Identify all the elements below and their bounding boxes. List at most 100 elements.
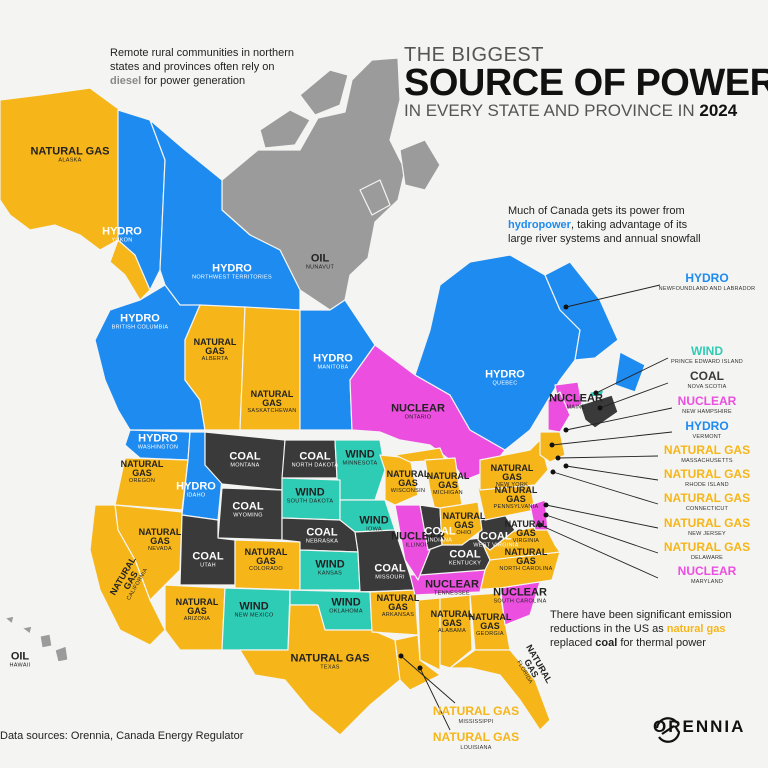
callout-source: NATURAL GAS (663, 540, 751, 554)
title-subtitle: IN EVERY STATE AND PROVINCE IN 2024 (404, 101, 737, 121)
label-name: SOUTH CAROLINA (493, 598, 547, 605)
label-west_virginia: COAL WEST VIRGINIA (473, 531, 518, 549)
label-oregon: NATURAL GAS OREGON (120, 458, 164, 485)
label-source: NATURAL GAS (175, 596, 219, 616)
note-diesel-line2: states and provinces often rely on (110, 61, 275, 73)
label-source: NATURAL GAS (490, 462, 534, 482)
label-idaho: HYDRO IDAHO (176, 481, 216, 499)
callout-name: NEW HAMPSHIRE (682, 409, 732, 415)
callout-name: NEWFOUNDLAND AND LABRADOR (658, 286, 756, 292)
label-source: NATURAL GAS (120, 458, 164, 478)
label-name: MICHIGAN (433, 489, 463, 496)
note-emis-text2: reductions in the US as (550, 623, 667, 635)
orennia-logo-icon (655, 717, 681, 743)
label-source: NATURAL GAS (30, 145, 110, 158)
label-name: SASKATCHEWAN (247, 407, 297, 414)
label-name: NORTH DAKOTA (291, 462, 339, 469)
callout-newfoundland-and-labrador: HYDRO NEWFOUNDLAND AND LABRADOR (659, 271, 756, 292)
label-source: COAL (449, 548, 481, 561)
callout-new-hampshire: NUCLEAR NEW HAMPSHIRE (678, 394, 737, 415)
region-nj-md (529, 499, 549, 531)
label-name: SOUTH DAKOTA (286, 498, 334, 505)
page-title: SOURCE OF POWER (404, 62, 768, 104)
region-ohio (439, 501, 483, 546)
region-ns (579, 394, 619, 429)
label-source: HYDRO (120, 312, 160, 325)
label-wisconsin: NATURAL GAS WISCONSIN (386, 468, 430, 495)
label-source: COAL (480, 530, 512, 543)
data-sources: Data sources: Orennia, Canada Energy Reg… (0, 730, 244, 742)
callout-source: HYDRO (685, 419, 729, 433)
label-name: MANITOBA (317, 364, 349, 371)
callout-maryland: NUCLEAR MARYLAND (678, 564, 737, 585)
arctic-island-4 (359, 179, 391, 216)
label-source: HYDRO (102, 225, 142, 238)
callout-name: MASSACHUSETTS (681, 458, 733, 464)
note-hydro-line2: hydropower, taking advantage of its (508, 218, 701, 232)
label-bc: HYDRO BRITISH COLUMBIA (112, 313, 169, 331)
label-name: OKLAHOMA (329, 608, 363, 615)
callout-name: RHODE ISLAND (685, 482, 729, 488)
region-alaska (0, 87, 121, 251)
callout-source: NATURAL GAS (663, 467, 751, 481)
label-name: NEBRASKA (305, 538, 339, 545)
label-name: MAINE (566, 404, 586, 411)
callout-name: MISSISSIPPI (458, 719, 494, 725)
label-name: ALBERTA (201, 355, 229, 362)
label-oklahoma: WIND OKLAHOMA (329, 597, 363, 615)
label-kentucky: COAL KENTUCKY (449, 549, 481, 567)
label-source: NATURAL GAS (138, 526, 182, 546)
label-name: NUNAVUT (305, 264, 335, 271)
callout-name: MARYLAND (690, 579, 724, 585)
label-yukon: HYDRO YUKON (102, 226, 142, 244)
region-alabama (439, 594, 473, 669)
region-louisiana (394, 634, 441, 691)
label-name: GEORGIA (476, 630, 504, 637)
label-name: WYOMING (233, 512, 263, 519)
label-source: COAL (424, 525, 456, 538)
label-name: OHIO (456, 529, 472, 536)
label-wyoming: COAL WYOMING (232, 501, 263, 519)
label-georgia: NATURAL GAS GEORGIA (468, 612, 512, 638)
label-pennsylvania: NATURAL GAS PENNSYLVANIA (494, 485, 539, 511)
orennia-logo-text: ORENNIA (653, 717, 746, 736)
note-emis-text4: for thermal power (617, 637, 706, 649)
callout-prince-edward-island: WIND PRINCE EDWARD ISLAND (671, 344, 743, 365)
label-minnesota: WIND MINNESOTA (343, 449, 378, 467)
label-nwt: HYDRO NORTHWEST TERRITORIES (192, 263, 272, 281)
label-name: HAWAII (9, 662, 31, 669)
label-sask: NATURAL GAS SASKATCHEWAN (247, 389, 297, 415)
region-arizona (164, 584, 226, 651)
label-source: NUCLEAR (391, 530, 445, 543)
callout-name: NEW JERSEY (688, 531, 726, 537)
label-name: WEST VIRGINIA (473, 542, 519, 549)
label-name: YUKON (111, 237, 133, 244)
label-source: NATURAL GAS (386, 468, 430, 488)
callout-lines (400, 284, 673, 731)
callout-new-jersey: NATURAL GAS NEW JERSEY (664, 516, 750, 537)
label-name: ARIZONA (183, 615, 211, 622)
callout-source: WIND (690, 344, 723, 358)
note-hydro-line1: Much of Canada gets its power from (508, 205, 685, 217)
callout-name: CONNECTICUT (685, 506, 729, 512)
label-name: QUEBEC (492, 380, 518, 387)
label-source: HYDRO (176, 480, 216, 493)
label-name: IDAHO (186, 492, 206, 499)
subtitle-year: 2024 (699, 101, 738, 120)
callout-source: COAL (689, 369, 724, 383)
arctic-island-1 (299, 69, 349, 116)
label-north_dakota: COAL NORTH DAKOTA (292, 451, 339, 469)
subtitle-text: IN EVERY STATE AND PROVINCE IN (404, 101, 695, 120)
label-colorado: NATURAL GAS COLORADO (244, 547, 288, 573)
label-texas: NATURAL GAS TEXAS (290, 653, 369, 671)
arctic-island-2 (259, 109, 311, 149)
label-source: NATURAL GAS (430, 608, 474, 628)
region-nwt (149, 119, 301, 311)
label-name: ALASKA (58, 157, 82, 164)
label-ohio: NATURAL GAS OHIO (442, 511, 486, 537)
label-source: WIND (315, 558, 345, 571)
callout-name: DELAWARE (690, 555, 724, 561)
arctic-island-3 (399, 139, 441, 191)
label-source: NATURAL GAS (290, 652, 370, 665)
label-name: MINNESOTA (342, 460, 378, 467)
